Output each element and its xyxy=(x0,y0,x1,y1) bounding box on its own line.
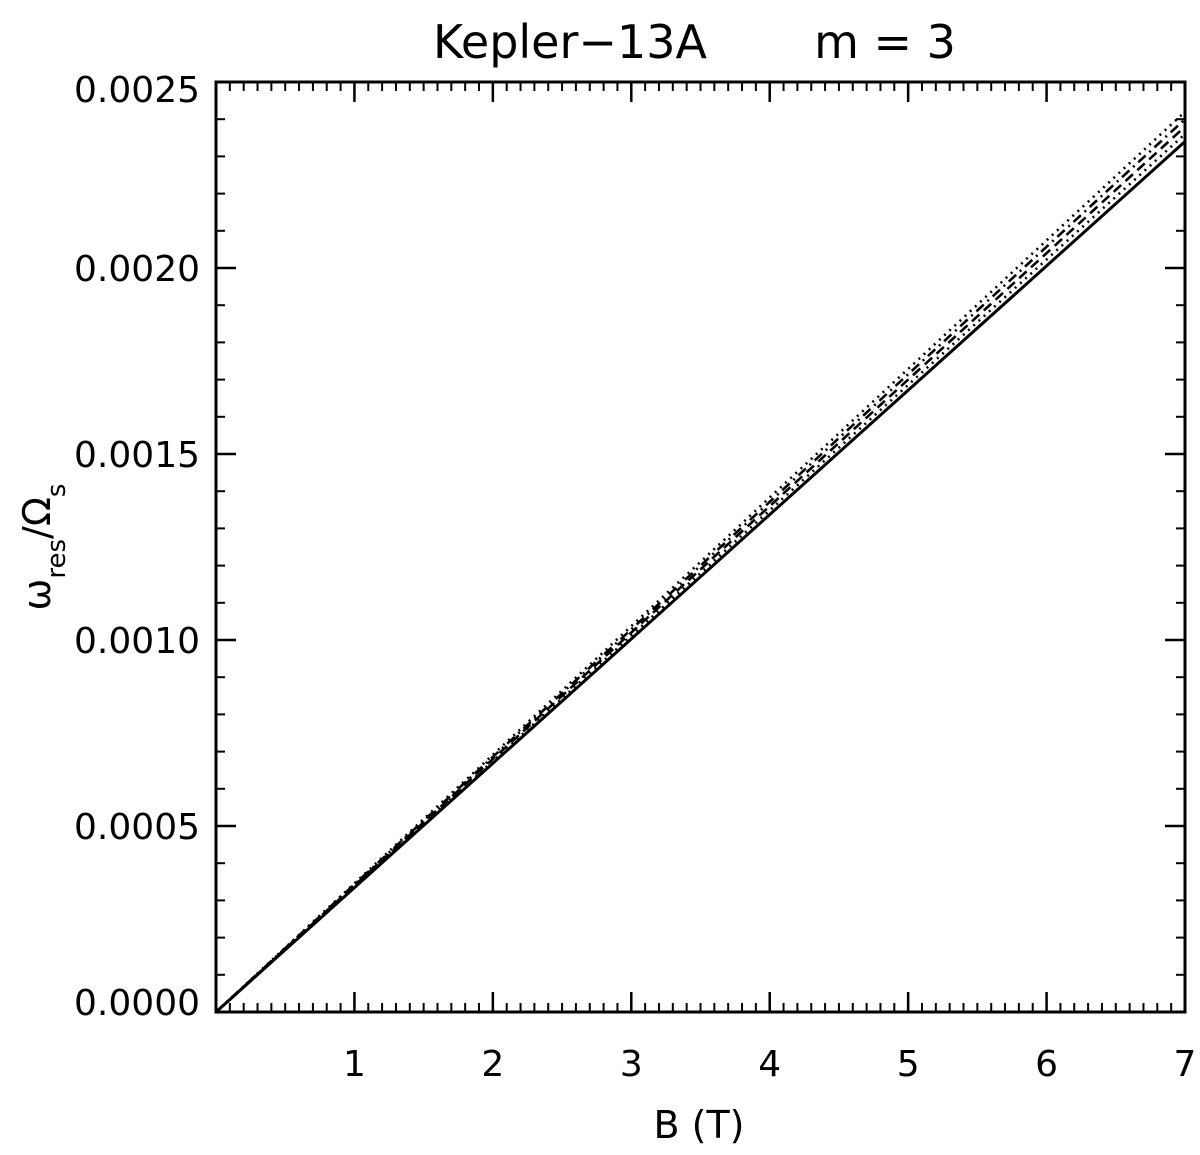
x-tick-label: 2 xyxy=(481,1044,504,1085)
x-tick-label: 6 xyxy=(1035,1044,1058,1085)
x-tick-labels: 1 2 3 4 5 6 7 xyxy=(343,1044,1196,1085)
y-tick-label: 0.0000 xyxy=(74,983,200,1024)
x-tick-label: 5 xyxy=(897,1044,920,1085)
series-line-3-dashed xyxy=(215,125,1186,1013)
y-tick-labels: 0.0000 0.0005 0.0010 0.0015 0.0020 0.0025 xyxy=(74,70,200,1024)
chart-title-object: Kepler−13A xyxy=(433,15,707,69)
y-label-omega-sub: res xyxy=(42,539,72,579)
major-ticks xyxy=(216,80,1187,1014)
y-tick-label: 0.0015 xyxy=(74,435,200,476)
y-axis-label: ωres/Ωs xyxy=(15,484,72,611)
x-tick-label: 3 xyxy=(620,1044,643,1085)
chart-title-mode: m = 3 xyxy=(814,15,956,69)
x-tick-label: 7 xyxy=(1174,1044,1197,1085)
y-label-omega-cap: Ω xyxy=(15,497,59,526)
series-line-1-solid xyxy=(214,140,1187,1014)
y-label-omega: ω xyxy=(15,579,59,611)
x-tick-label: 1 xyxy=(343,1044,366,1085)
y-label-separator: / xyxy=(15,526,59,539)
y-tick-label: 0.0020 xyxy=(74,249,200,290)
plot-frame xyxy=(214,80,1187,1014)
y-label-omega-cap-sub: s xyxy=(42,484,72,498)
y-tick-label: 0.0025 xyxy=(74,70,200,111)
y-tick-label: 0.0010 xyxy=(74,621,200,662)
series-lines xyxy=(214,110,1187,1014)
x-tick-label: 4 xyxy=(758,1044,781,1085)
minor-ticks xyxy=(216,82,1185,1012)
y-tick-label: 0.0005 xyxy=(74,807,200,848)
x-axis-label: B (T) xyxy=(653,1103,744,1147)
